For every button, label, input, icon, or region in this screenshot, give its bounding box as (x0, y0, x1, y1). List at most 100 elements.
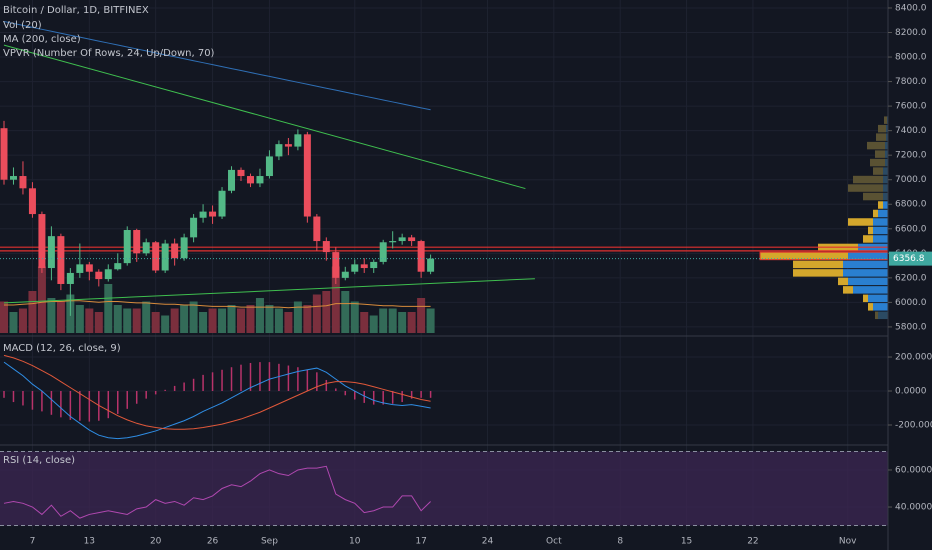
volume-bar (104, 284, 113, 333)
vpvr-up (883, 201, 888, 209)
vpvr-down (863, 192, 883, 201)
candle-body (0, 128, 8, 180)
volume-bar (341, 291, 350, 333)
vpvr-up (886, 133, 888, 141)
y-tick-label: 6800.0 (895, 200, 927, 210)
ma200-line (3, 20, 431, 111)
volume-bar (28, 291, 37, 333)
vpvr-up (886, 124, 888, 133)
volume-bar (417, 298, 426, 333)
volume-bar (237, 308, 245, 333)
y-tick-label: 60.0000 (895, 465, 932, 475)
x-tick-label: 10 (349, 537, 361, 547)
candle-body (161, 243, 169, 271)
candle-body (209, 211, 217, 217)
vpvr-down (843, 286, 853, 294)
y-tick-label: 8400.0 (895, 3, 927, 13)
volume-bar (180, 305, 189, 333)
candle-body (133, 230, 141, 254)
x-tick-label: 15 (681, 537, 692, 547)
legend-item: Vol (20) (3, 20, 42, 31)
rsi-line (3, 465, 431, 519)
candle-body (303, 134, 311, 217)
vpvr-down (868, 226, 873, 235)
candle-body (417, 241, 425, 272)
volume-bar (322, 291, 331, 333)
candle-body (104, 269, 112, 280)
y-tick-label: 200.0000 (895, 353, 932, 363)
candle-body (322, 241, 330, 253)
candle-body (76, 264, 84, 273)
vpvr-down (793, 269, 843, 277)
candle-body (341, 271, 349, 278)
vpvr-up (883, 175, 888, 184)
vpvr-down (838, 277, 848, 286)
signal-line (3, 354, 431, 430)
candle-body (256, 176, 264, 184)
y-tick-label: 7600.0 (895, 102, 927, 112)
volume-bar (161, 315, 170, 333)
vpvr-up (873, 226, 888, 235)
vpvr-up (878, 209, 888, 218)
y-tick-label: 7800.0 (895, 77, 927, 87)
candle-body (218, 190, 226, 217)
candle-body (294, 134, 302, 147)
legend-title: Bitcoin / Dollar, 1D, BITFINEX (3, 5, 149, 16)
vpvr-down (848, 184, 883, 192)
volume-bar (407, 312, 416, 333)
volume-bar (170, 308, 179, 333)
candle-body (180, 237, 188, 259)
volume-bar (255, 298, 264, 333)
candle-body (370, 261, 378, 269)
vpvr-up (883, 184, 888, 192)
vpvr-down (875, 311, 878, 320)
volume-bar (199, 312, 208, 333)
plot (0, 20, 889, 527)
vpvr-up (843, 260, 888, 269)
volume-bar (426, 308, 435, 333)
x-tick-label: Oct (546, 537, 562, 547)
volume-bar (9, 312, 18, 333)
vpvr-up (868, 294, 888, 303)
x-tick-label: 8 (617, 537, 623, 547)
volume-bar (123, 308, 132, 333)
candle-body (379, 242, 387, 262)
candle-body (171, 243, 179, 259)
volume-bar (388, 308, 397, 333)
y-tick-label: 40.0000 (895, 503, 932, 513)
last-price-box (889, 251, 932, 266)
candle-body (28, 188, 36, 215)
vpvr-up (885, 158, 888, 167)
vpvr-up (878, 311, 888, 320)
volume-bar (350, 301, 359, 333)
vpvr-down (878, 124, 886, 133)
candle-body (142, 242, 150, 254)
candle-body (284, 144, 292, 147)
volume-bar (189, 301, 198, 333)
vpvr-up (848, 277, 888, 286)
macd-line (3, 361, 431, 440)
vpvr-down (884, 116, 887, 124)
trendline (3, 44, 526, 190)
vpvr-down (873, 209, 878, 218)
volume-bar (37, 266, 46, 333)
x-tick-label: Nov (839, 537, 857, 547)
volume-bar (18, 308, 27, 333)
candle-body (190, 217, 198, 238)
vpvr-up (883, 167, 888, 175)
volume-bar (303, 305, 312, 333)
vpvr-down (853, 175, 883, 184)
vpvr-up (873, 235, 888, 243)
vpvr-up (853, 286, 888, 294)
y-tick-label: 7400.0 (895, 126, 927, 136)
candle-body (332, 252, 340, 278)
y-tick-label: 8200.0 (895, 28, 927, 38)
candle-body (85, 264, 93, 272)
candle-body (47, 236, 55, 269)
volume-bar (56, 301, 65, 333)
y-tick-label: -200.0000 (895, 420, 932, 430)
legend-item: MA (200, close) (3, 34, 81, 45)
volume-bar (274, 308, 283, 333)
volume-bar (227, 305, 236, 333)
